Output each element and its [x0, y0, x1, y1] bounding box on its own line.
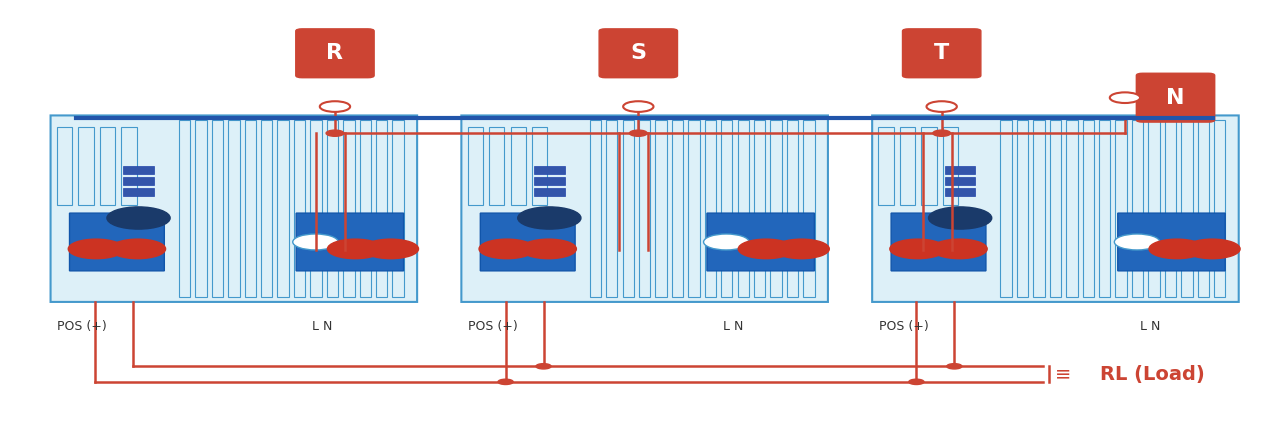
FancyBboxPatch shape: [891, 213, 986, 271]
Circle shape: [629, 130, 647, 136]
Bar: [535, 177, 565, 185]
Bar: [535, 166, 565, 174]
FancyBboxPatch shape: [599, 29, 678, 78]
Text: L N: L N: [312, 320, 332, 333]
FancyBboxPatch shape: [902, 29, 981, 78]
Circle shape: [927, 101, 957, 112]
Bar: [124, 177, 154, 185]
Circle shape: [623, 101, 653, 112]
Circle shape: [479, 239, 535, 259]
FancyBboxPatch shape: [296, 29, 374, 78]
Bar: [945, 188, 976, 196]
Text: S: S: [631, 43, 646, 63]
Text: L N: L N: [1140, 320, 1160, 333]
FancyBboxPatch shape: [51, 115, 417, 302]
Circle shape: [536, 364, 551, 369]
Circle shape: [909, 379, 924, 385]
Circle shape: [327, 239, 383, 259]
FancyBboxPatch shape: [872, 115, 1239, 302]
Circle shape: [326, 130, 344, 136]
Circle shape: [1149, 239, 1205, 259]
Text: POS (+): POS (+): [468, 320, 518, 333]
Circle shape: [932, 239, 987, 259]
FancyBboxPatch shape: [461, 115, 828, 302]
Text: POS (+): POS (+): [57, 320, 107, 333]
Circle shape: [293, 234, 339, 250]
Circle shape: [110, 239, 166, 259]
Bar: [124, 166, 154, 174]
Circle shape: [1115, 234, 1160, 250]
Circle shape: [738, 239, 794, 259]
Circle shape: [947, 364, 962, 369]
Circle shape: [890, 239, 945, 259]
Circle shape: [1184, 239, 1240, 259]
Circle shape: [933, 130, 951, 136]
Bar: [945, 177, 976, 185]
Circle shape: [518, 207, 581, 229]
FancyBboxPatch shape: [707, 213, 814, 271]
Text: L N: L N: [723, 320, 743, 333]
Circle shape: [704, 234, 750, 250]
Circle shape: [107, 207, 171, 229]
Circle shape: [498, 379, 513, 385]
Circle shape: [774, 239, 829, 259]
Text: RL (Load): RL (Load): [1100, 365, 1205, 384]
Bar: [124, 188, 154, 196]
FancyBboxPatch shape: [480, 213, 575, 271]
Text: ≡: ≡: [1055, 365, 1072, 384]
FancyBboxPatch shape: [296, 213, 403, 271]
Circle shape: [320, 101, 350, 112]
Text: N: N: [1167, 87, 1184, 108]
Text: POS (+): POS (+): [878, 320, 929, 333]
Bar: [945, 166, 976, 174]
Bar: [535, 188, 565, 196]
Text: T: T: [934, 43, 949, 63]
Circle shape: [68, 239, 124, 259]
Circle shape: [929, 207, 992, 229]
Text: R: R: [326, 43, 344, 63]
Circle shape: [521, 239, 576, 259]
Circle shape: [363, 239, 418, 259]
FancyBboxPatch shape: [1136, 73, 1215, 122]
FancyBboxPatch shape: [70, 213, 164, 271]
FancyBboxPatch shape: [1117, 213, 1225, 271]
Circle shape: [1110, 92, 1140, 103]
